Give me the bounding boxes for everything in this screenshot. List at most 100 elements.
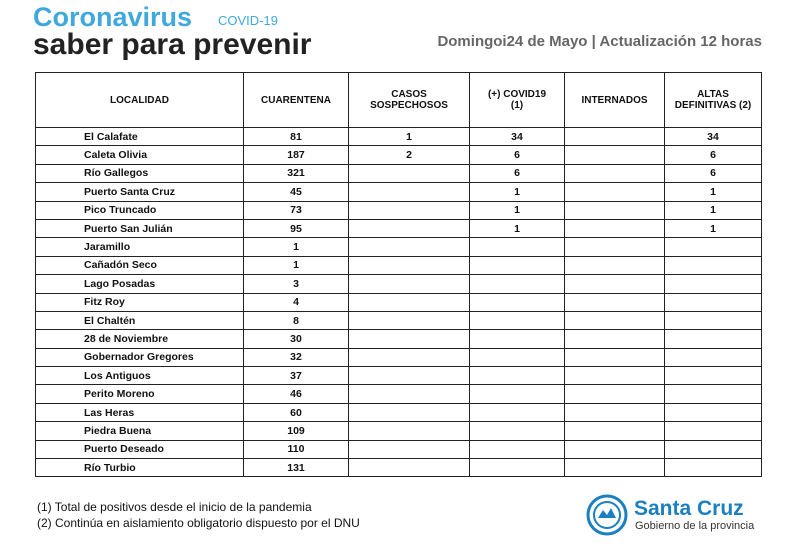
cell: 1 [469,218,565,239]
cell: 1 [469,182,565,202]
subtitle: saber para prevenir [33,28,312,61]
cell [564,421,665,441]
table-row: Perito Moreno 46 [35,384,762,404]
cell [664,310,762,331]
cell [348,366,470,386]
locality: Las Heras [35,402,244,423]
locality: Gobernador Gregores [35,347,244,368]
table-row: El Chaltén 8 [35,310,762,331]
cell: 46 [243,384,349,404]
locality: Fitz Roy [35,292,244,312]
cell [664,402,762,423]
cell [348,421,470,441]
cell [469,292,565,312]
cell [664,458,762,478]
cell [664,292,762,312]
cell: 81 [243,126,349,147]
cell [664,347,762,368]
cell [564,366,665,386]
locality: El Calafate [35,126,244,147]
footnote: (1) Total de positivos desde el inicio d… [37,500,312,514]
cell [469,421,565,441]
table-row: 28 de Noviembre 30 [35,329,762,349]
cell [348,402,470,423]
table-row: Lago Posadas 3 [35,274,762,294]
cell [564,347,665,368]
cell [564,200,665,220]
cell: 6 [664,145,762,165]
cell [564,329,665,349]
cell [664,439,762,460]
cell [348,274,470,294]
cell [469,274,565,294]
table-row: Puerto San Julián 95 1 1 [35,218,762,239]
column-header: INTERNADOS [564,72,665,128]
table-row: Los Antiguos 37 [35,366,762,386]
table-row: Gobernador Gregores 32 [35,347,762,368]
cell [348,384,470,404]
locality: Puerto Santa Cruz [35,182,244,202]
cell: 1 [348,126,470,147]
table-row: Piedra Buena 109 [35,421,762,441]
cell [348,182,470,202]
cell [664,421,762,441]
cell [664,237,762,257]
locality: Caleta Olivia [35,145,244,165]
cell: 6 [664,163,762,184]
table-row: Fitz Roy 4 [35,292,762,312]
column-header: LOCALIDAD [35,72,244,128]
cell: 110 [243,439,349,460]
table-row: Río Turbio 131 [35,458,762,478]
cell [564,237,665,257]
table-row: Puerto Deseado 110 [35,439,762,460]
locality: Los Antiguos [35,366,244,386]
table-row: Pico Truncado 73 1 1 [35,200,762,220]
table-row: Cañadón Seco 1 [35,255,762,276]
cell: 131 [243,458,349,478]
cell [469,347,565,368]
cell [348,347,470,368]
cell [469,255,565,276]
cell: 109 [243,421,349,441]
cases-table: LOCALIDAD CUARENTENA CASOS SOSPECHOSOS (+) … [35,72,762,478]
table-row: El Calafate 81 1 34 34 [35,126,762,147]
cell [564,274,665,294]
cell [348,292,470,312]
cell [348,218,470,239]
cell [664,329,762,349]
cell [564,218,665,239]
cell: 3 [243,274,349,294]
cell: 1 [243,237,349,257]
cell: 1 [469,200,565,220]
cell [664,274,762,294]
locality: Piedra Buena [35,421,244,441]
cell [469,310,565,331]
cell: 1 [664,182,762,202]
cell [348,163,470,184]
cell [664,255,762,276]
table-row: Puerto Santa Cruz 45 1 1 [35,182,762,202]
cell [564,384,665,404]
cell: 1 [664,200,762,220]
locality: Lago Posadas [35,274,244,294]
cell [664,384,762,404]
locality: Puerto San Julián [35,218,244,239]
cell [469,384,565,404]
locality: Río Gallegos [35,163,244,184]
tag: COVID-19 [218,13,278,28]
date: Domingoi24 de Mayo | Actualización 12 ho… [437,33,762,50]
cell [469,366,565,386]
cell [348,255,470,276]
cell: 1 [664,218,762,239]
table-row: Jaramillo 1 [35,237,762,257]
cell [564,402,665,423]
cell: 34 [664,126,762,147]
cell: 37 [243,366,349,386]
header-row: LOCALIDAD CUARENTENA CASOS SOSPECHOSOS (+) … [35,72,762,128]
cell [348,439,470,460]
cell: 6 [469,145,565,165]
locality: El Chaltén [35,310,244,331]
cell [564,458,665,478]
cell [469,458,565,478]
logo-tagline: Gobierno de la provincia [635,520,755,532]
